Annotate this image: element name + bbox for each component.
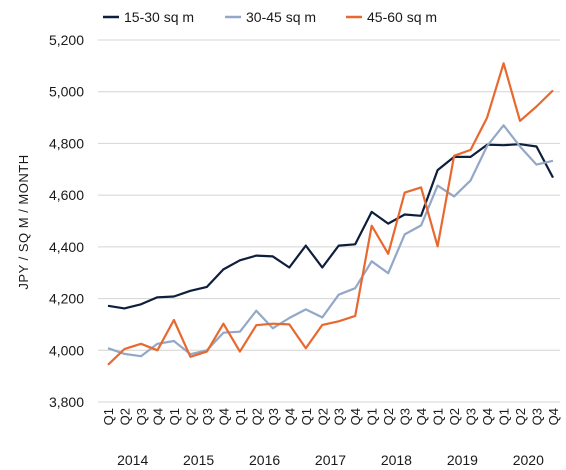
legend-label: 45-60 sq m — [367, 9, 437, 25]
x-tick-label: Q1 — [233, 408, 248, 425]
x-tick-label: Q2 — [447, 408, 462, 425]
year-label: 2018 — [381, 452, 412, 468]
y-tick-label: 4,200 — [49, 291, 84, 307]
x-tick-label: Q4 — [282, 408, 297, 425]
year-label: 2020 — [513, 452, 544, 468]
y-tick-label: 4,800 — [49, 135, 84, 151]
x-tick-label: Q2 — [315, 408, 330, 425]
x-tick-label: Q1 — [299, 408, 314, 425]
legend: 15-30 sq m 30-45 sq m 45-60 sq m — [103, 9, 437, 25]
x-tick-label: Q2 — [183, 408, 198, 425]
y-axis-ticks: 3,800 4,000 4,200 4,400 4,600 4,800 5,000 5,200 — [49, 32, 84, 410]
x-tick-label: Q1 — [101, 408, 116, 425]
x-tick-label: Q1 — [431, 408, 446, 425]
x-tick-label: Q3 — [266, 408, 281, 425]
x-tick-label: Q2 — [381, 408, 396, 425]
legend-label: 15-30 sq m — [124, 9, 194, 25]
series-lines — [107, 62, 554, 366]
x-tick-label: Q4 — [150, 408, 165, 425]
x-tick-label: Q4 — [348, 408, 363, 425]
x-tick-label: Q4 — [480, 408, 495, 425]
x-tick-label: Q2 — [513, 408, 528, 425]
legend-label: 30-45 sq m — [246, 9, 316, 25]
year-label: 2017 — [315, 452, 346, 468]
year-label: 2015 — [183, 452, 214, 468]
year-label: 2016 — [249, 452, 280, 468]
x-tick-label: Q2 — [118, 408, 133, 425]
gridlines — [98, 39, 560, 403]
year-label: 2019 — [447, 452, 478, 468]
y-tick-label: 4,000 — [49, 342, 84, 358]
x-tick-label: Q2 — [249, 408, 264, 425]
x-tick-label: Q3 — [398, 408, 413, 425]
x-axis-years: 2014 2015 2016 2017 2018 2019 2020 — [117, 452, 544, 468]
x-tick-label: Q3 — [200, 408, 215, 425]
x-tick-label: Q1 — [167, 408, 182, 425]
x-tick-label: Q3 — [332, 408, 347, 425]
x-tick-label: Q4 — [546, 408, 561, 425]
x-tick-label: Q1 — [365, 408, 380, 425]
x-tick-label: Q1 — [497, 408, 512, 425]
x-tick-label: Q3 — [530, 408, 545, 425]
y-tick-label: 5,200 — [49, 32, 84, 48]
x-axis-ticks: Q1 Q2 Q3 Q4 Q1 Q2 Q3 Q4 Q1 Q2 Q3 Q4 Q1 Q2 Q3 Q4 Q1 Q2 Q3 Q4… — [101, 408, 561, 425]
year-label: 2014 — [117, 452, 148, 468]
series-line — [107, 124, 554, 358]
x-tick-label: Q4 — [414, 408, 429, 425]
y-tick-label: 5,000 — [49, 84, 84, 100]
y-tick-label: 4,600 — [49, 187, 84, 203]
y-tick-label: 3,800 — [49, 394, 84, 410]
y-tick-label: 4,400 — [49, 239, 84, 255]
x-tick-label: Q3 — [134, 408, 149, 425]
y-axis-label: JPY / SQ M / MONTH — [16, 154, 31, 289]
series-line — [107, 62, 554, 366]
x-tick-label: Q3 — [464, 408, 479, 425]
series-line — [107, 143, 554, 310]
x-tick-label: Q4 — [216, 408, 231, 425]
